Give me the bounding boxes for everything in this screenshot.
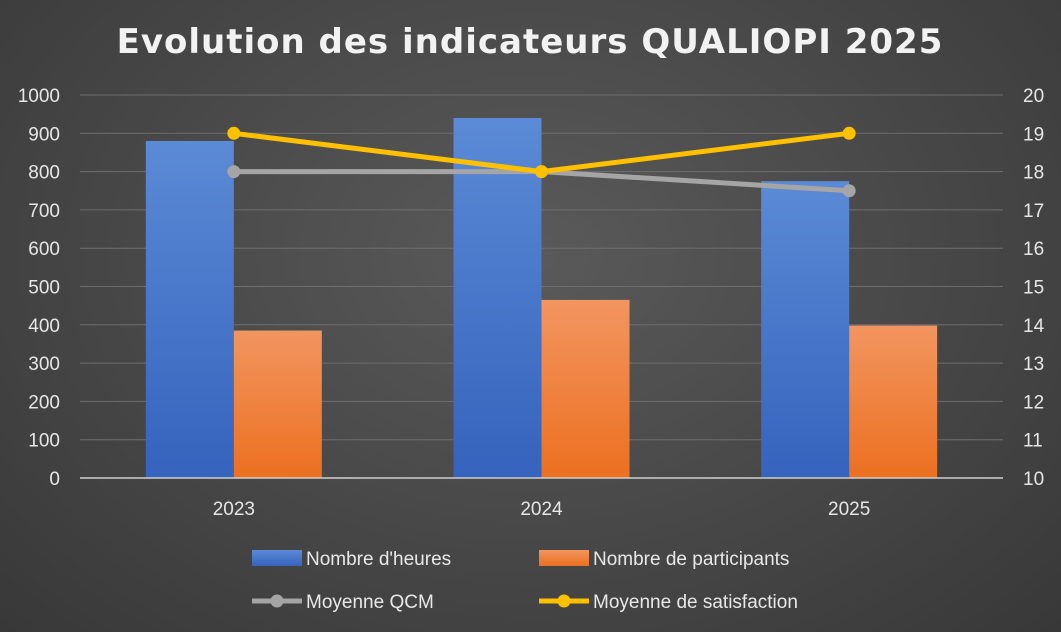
legend-nombre-participants-label: Nombre de participants <box>593 549 789 570</box>
y-left-tick-label: 300 <box>28 354 60 375</box>
legend-moyenne-qcm-marker <box>270 594 284 608</box>
y-left-tick-label: 1000 <box>18 86 60 107</box>
y-left-tick-label: 700 <box>28 201 60 222</box>
y-right-tick-label: 20 <box>1023 86 1044 107</box>
legend-nombre-heures-swatch <box>252 550 302 566</box>
bar-nombre-participants <box>233 330 322 478</box>
x-category-label: 2024 <box>520 499 563 520</box>
y-left-tick-label: 600 <box>28 239 60 260</box>
legend-nombre-participants-swatch <box>539 550 589 566</box>
bar-nombre-participants <box>849 325 938 478</box>
y-right-tick-label: 17 <box>1023 201 1044 222</box>
bar-nombre-heures <box>145 140 234 478</box>
legend-moyenne-qcm-label: Moyenne QCM <box>306 592 434 613</box>
y-left-tick-label: 100 <box>28 431 60 452</box>
y-right-tick-label: 12 <box>1023 392 1044 413</box>
marker-moyenne-satisfaction <box>227 126 241 140</box>
chart-title: Evolution des indicateurs QUALIOPI 2025 <box>117 22 944 62</box>
y-left-tick-label: 500 <box>28 278 60 299</box>
y-right-tick-label: 18 <box>1023 163 1044 184</box>
x-category-label: 2023 <box>213 499 255 520</box>
y-left-tick-label: 200 <box>28 392 60 413</box>
marker-moyenne-qcm <box>227 165 241 179</box>
x-category-label: 2025 <box>828 499 870 520</box>
y-left-tick-label: 0 <box>49 469 60 490</box>
legend-moyenne-satisfaction-label: Moyenne de satisfaction <box>593 592 798 613</box>
y-left-tick-label: 900 <box>28 124 60 145</box>
y-right-tick-label: 11 <box>1023 431 1043 452</box>
y-right-tick-label: 15 <box>1023 278 1044 299</box>
legend-nombre-heures-label: Nombre d'heures <box>306 549 451 570</box>
bar-nombre-heures <box>761 181 850 479</box>
bar-nombre-heures <box>453 117 542 478</box>
marker-moyenne-qcm <box>842 184 856 198</box>
y-right-tick-label: 14 <box>1023 316 1045 337</box>
marker-moyenne-satisfaction <box>842 126 856 140</box>
legend-moyenne-satisfaction-marker <box>557 594 571 608</box>
y-right-tick-label: 16 <box>1023 239 1044 260</box>
bar-nombre-participants <box>541 299 630 478</box>
y-left-tick-label: 400 <box>28 316 60 337</box>
y-right-tick-label: 19 <box>1023 124 1044 145</box>
y-left-tick-label: 800 <box>28 163 60 184</box>
marker-moyenne-satisfaction <box>535 165 548 179</box>
y-right-tick-label: 13 <box>1023 354 1044 375</box>
y-right-tick-label: 10 <box>1023 469 1044 490</box>
